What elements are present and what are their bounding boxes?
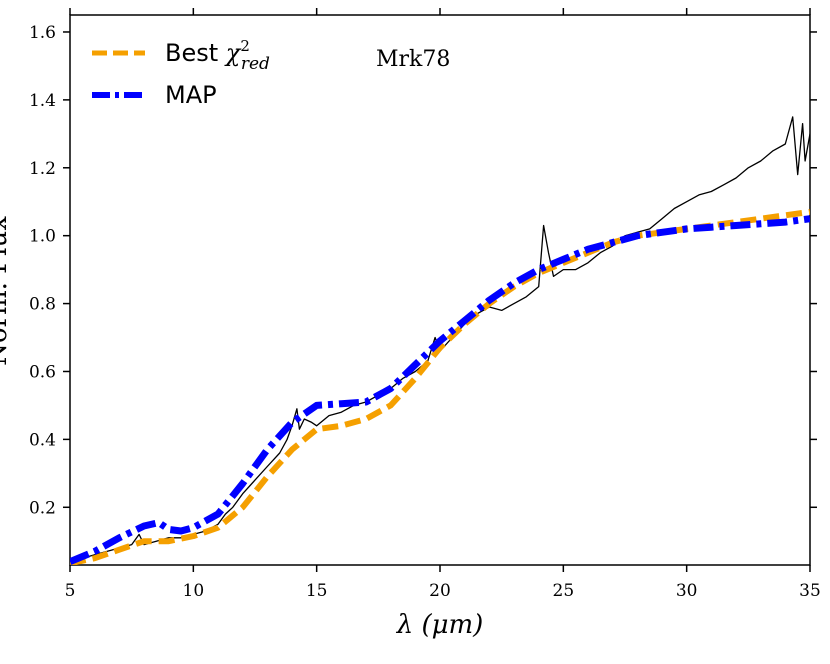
legend: Best χ2 red MAP (92, 37, 270, 109)
x-tick-label: 35 (799, 581, 821, 601)
y-axis-title: Norm. Flux (0, 216, 13, 366)
chart-annotation: Mrk78 (376, 47, 450, 72)
y-tick-label: 1.4 (29, 91, 56, 111)
y-tick-label: 0.8 (29, 295, 56, 315)
x-tick-label: 5 (65, 581, 76, 601)
y-tick-label: 0.6 (29, 362, 56, 382)
y-tick-label: 1.6 (29, 23, 56, 43)
y-tick-label: 1.2 (29, 159, 56, 179)
x-tick-label: 15 (306, 581, 328, 601)
x-tick-label: 30 (676, 581, 698, 601)
y-tick-label: 0.2 (29, 498, 56, 518)
x-axis-title: λ (μm) (396, 610, 484, 640)
x-tick-label: 20 (429, 581, 451, 601)
x-tick-label: 25 (553, 581, 575, 601)
best-chi2-line (70, 208, 810, 565)
y-tick-label: 1.0 (29, 227, 56, 247)
legend-label-map: MAP (165, 81, 217, 109)
map-line (70, 215, 810, 565)
y-tick-label: 0.4 (29, 430, 56, 450)
legend-label-best-chi2: Best χ2 red (165, 37, 270, 74)
x-tick-label: 10 (183, 581, 205, 601)
